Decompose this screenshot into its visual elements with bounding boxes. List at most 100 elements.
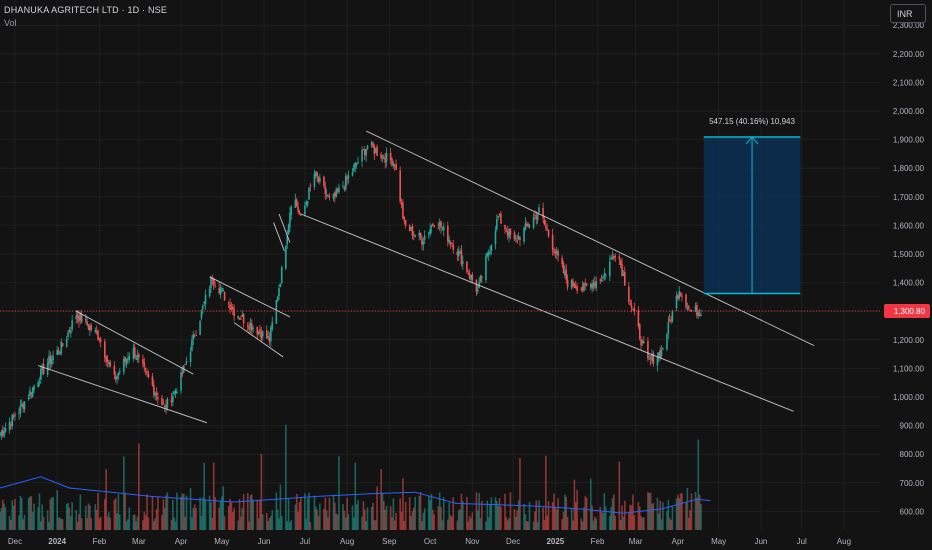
volume-bar bbox=[127, 519, 129, 530]
volume-bar bbox=[659, 500, 661, 530]
candle-body bbox=[231, 306, 234, 310]
volume-bar bbox=[218, 507, 220, 530]
candle-body bbox=[432, 224, 434, 226]
candle-body bbox=[581, 286, 584, 290]
volume-bar bbox=[270, 516, 272, 530]
volume-bar bbox=[354, 462, 357, 530]
volume-bar bbox=[275, 492, 278, 530]
candle-body bbox=[362, 149, 365, 151]
candle-body bbox=[572, 281, 574, 287]
volume-bar bbox=[147, 517, 150, 530]
candle-body bbox=[505, 230, 508, 232]
volume-bar bbox=[214, 497, 216, 530]
candle-body bbox=[603, 273, 606, 277]
candle-body bbox=[132, 348, 135, 359]
candle-body bbox=[363, 149, 366, 156]
volume-bar bbox=[242, 494, 245, 530]
volume-bar bbox=[29, 496, 31, 530]
candle-body bbox=[1, 429, 4, 436]
volume-bar bbox=[547, 500, 550, 530]
candle-body bbox=[19, 405, 22, 414]
volume-bar bbox=[546, 515, 548, 530]
volume-bar bbox=[448, 502, 450, 530]
volume-bar bbox=[143, 511, 146, 530]
candle-body bbox=[497, 215, 499, 218]
volume-bar bbox=[8, 515, 11, 530]
volume-bar bbox=[629, 504, 632, 530]
currency-button[interactable]: INR bbox=[890, 4, 926, 23]
candle-body bbox=[20, 404, 23, 406]
volume-bar bbox=[640, 516, 642, 530]
candle-body bbox=[218, 287, 220, 294]
candle-body bbox=[237, 316, 240, 319]
candle-body bbox=[408, 225, 411, 231]
channel-upper-line bbox=[209, 276, 291, 318]
volume-bar bbox=[252, 499, 254, 530]
volume-bar bbox=[519, 458, 521, 530]
candle-body bbox=[485, 256, 487, 281]
volume-bar bbox=[31, 512, 34, 530]
candle-body bbox=[286, 236, 289, 245]
volume-bar bbox=[677, 494, 679, 530]
candle-body bbox=[229, 304, 231, 310]
volume-bar bbox=[327, 517, 329, 530]
x-tick-label: Apr bbox=[175, 537, 188, 546]
candle-body bbox=[238, 318, 241, 320]
candle-body bbox=[437, 227, 440, 229]
volume-bar bbox=[41, 504, 43, 530]
volume-bar bbox=[89, 505, 91, 530]
candle-body bbox=[338, 187, 340, 192]
candle-body bbox=[80, 314, 83, 323]
volume-bar bbox=[221, 496, 223, 530]
candle-body bbox=[658, 352, 660, 357]
candle-body bbox=[508, 229, 510, 238]
volume-label[interactable]: Vol bbox=[4, 18, 17, 28]
candle-body bbox=[670, 320, 672, 322]
candle-body bbox=[343, 188, 346, 190]
volume-bar bbox=[97, 492, 99, 530]
candle-body bbox=[351, 171, 354, 176]
y-tick-label: 600.00 bbox=[900, 507, 925, 516]
candle-body bbox=[557, 251, 559, 256]
symbol-title[interactable]: DHANUKA AGRITECH LTD · 1D · NSE bbox=[4, 5, 168, 15]
candle-body bbox=[14, 414, 16, 417]
volume-bar bbox=[95, 509, 98, 530]
candle-body bbox=[336, 188, 339, 192]
channel-lower-line bbox=[273, 222, 285, 252]
channel-upper-line bbox=[278, 213, 291, 243]
candle-body bbox=[389, 152, 392, 161]
volume-bar bbox=[238, 498, 241, 530]
volume-bar bbox=[410, 515, 412, 530]
volume-bar bbox=[687, 517, 690, 530]
x-tick-label: May bbox=[711, 537, 726, 546]
volume-bar bbox=[342, 504, 344, 530]
candle-body bbox=[40, 369, 42, 380]
volume-bar bbox=[14, 499, 16, 530]
x-tick-label: Aug bbox=[837, 537, 851, 546]
candle-body bbox=[246, 325, 249, 327]
volume-bar bbox=[545, 455, 547, 530]
volume-bar bbox=[535, 500, 538, 530]
volume-bar bbox=[679, 493, 682, 530]
candle-body bbox=[195, 335, 197, 337]
volume-bar bbox=[668, 517, 671, 530]
volume-bar bbox=[457, 510, 460, 530]
candle-body bbox=[686, 308, 689, 310]
candle-body bbox=[347, 175, 350, 179]
volume-bar bbox=[334, 502, 336, 530]
volume-bar bbox=[619, 520, 622, 530]
volume-bar bbox=[553, 493, 555, 530]
volume-bar bbox=[554, 507, 557, 530]
volume-bar bbox=[447, 519, 449, 530]
volume-bar bbox=[623, 500, 626, 530]
candle-body bbox=[50, 358, 53, 364]
volume-bar bbox=[305, 518, 308, 530]
candle-body bbox=[328, 196, 331, 198]
candle-body bbox=[460, 250, 463, 265]
candle-body bbox=[614, 256, 617, 258]
candle-body bbox=[457, 251, 460, 257]
candle-body bbox=[192, 334, 195, 340]
volume-bar bbox=[42, 516, 45, 530]
volume-bar bbox=[136, 516, 139, 530]
